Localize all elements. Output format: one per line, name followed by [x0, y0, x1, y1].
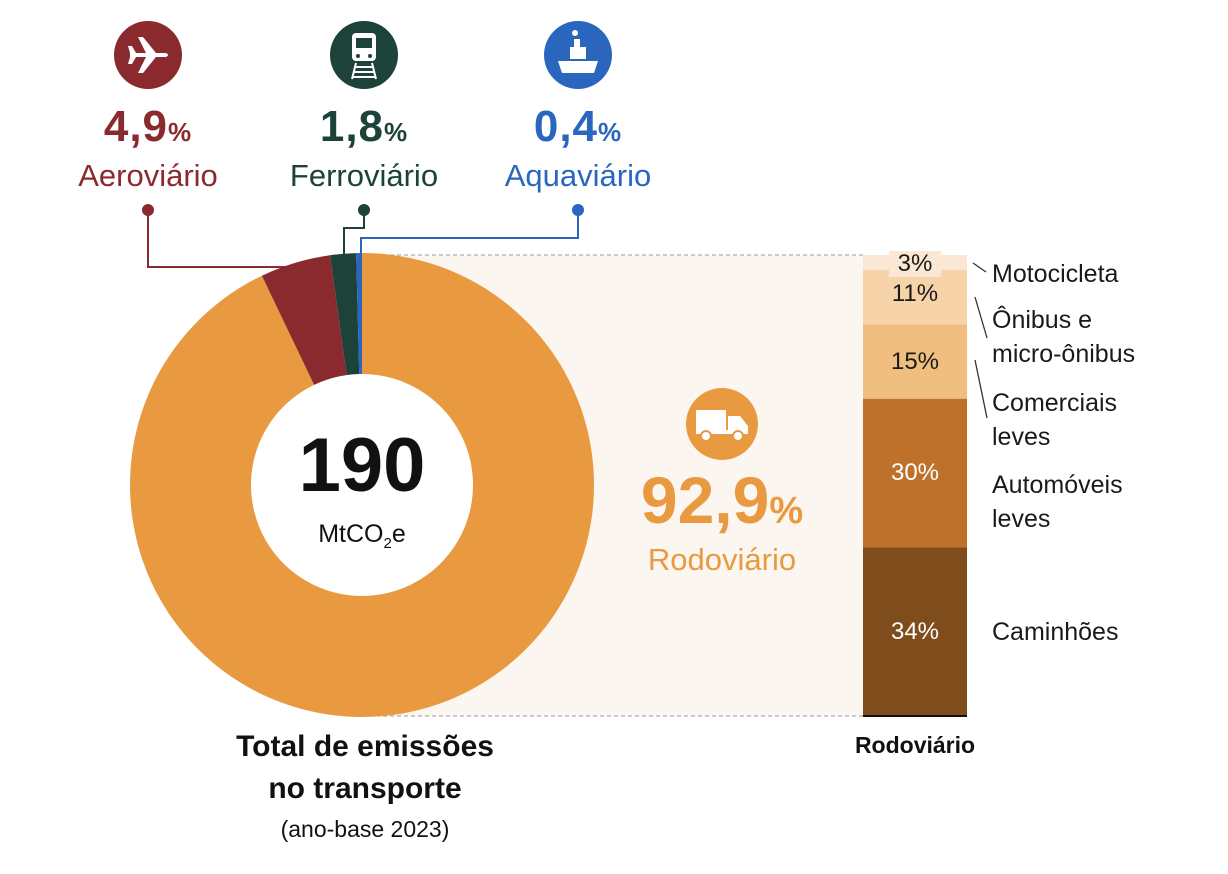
leader-comerciais	[974, 359, 988, 419]
percent-sign: %	[598, 117, 623, 147]
bar-segment-label: 11%	[891, 279, 939, 307]
connector-dot-air	[142, 204, 154, 216]
rail-label: Ferroviário	[289, 158, 439, 193]
ship-icon	[544, 21, 612, 89]
legend-automoveis: Automóveis leves	[992, 468, 1123, 536]
rail-value: 1,8	[319, 102, 385, 151]
bar-segment-label: 30%	[890, 459, 940, 487]
legend-comerciais: Comerciais leves	[992, 386, 1117, 454]
air-value: 4,9	[103, 102, 169, 151]
center-unit: MtCO2e	[262, 520, 462, 552]
legend-line: leves	[992, 505, 1051, 533]
road-label: Rodoviário	[647, 542, 797, 577]
truck-icon	[686, 388, 758, 460]
unit-text: MtCO	[318, 520, 384, 548]
bar-segment	[863, 547, 967, 716]
air-label: Aeroviário	[78, 158, 218, 193]
air-percent: 4,9%	[98, 102, 198, 152]
water-value: 0,4	[533, 102, 599, 151]
legend-line: Ônibus e	[992, 306, 1093, 334]
legend-motocicleta: Motocicleta	[992, 260, 1119, 288]
donut-hole	[251, 374, 473, 596]
bar-segment	[863, 398, 967, 548]
water-percent: 0,4%	[528, 102, 628, 152]
connector-water	[360, 210, 579, 370]
road-percent: 92,9%	[622, 462, 822, 538]
percent-sign: %	[168, 117, 193, 147]
connector-air	[147, 210, 290, 268]
legend-onibus: Ônibus e micro-ônibus	[992, 303, 1135, 371]
leader-motocicleta	[972, 262, 987, 273]
bar-segment	[863, 269, 967, 325]
bar-segment-label: 15%	[890, 347, 940, 375]
bar-segment-label: 3%	[889, 251, 941, 277]
road-value: 92,9	[640, 463, 770, 537]
connector-rail	[343, 210, 365, 258]
connector-dot-rail	[358, 204, 370, 216]
percent-sign: %	[384, 117, 409, 147]
legend-line: Comerciais	[992, 389, 1118, 417]
legend-caminhoes: Caminhões	[992, 618, 1119, 646]
unit-subscript: 2	[383, 535, 392, 552]
stacked-bar	[863, 255, 967, 716]
percent-sign: %	[769, 490, 804, 532]
chart-title-line1: Total de emissões	[236, 730, 494, 763]
center-total-value: 190	[298, 423, 426, 508]
chart-subtitle: (ano-base 2023)	[280, 816, 450, 842]
train-icon	[330, 21, 398, 89]
bar-segment	[863, 324, 967, 399]
airplane-icon	[114, 21, 182, 89]
water-label: Aquaviário	[504, 158, 652, 193]
legend-line: micro-ônibus	[992, 340, 1136, 368]
unit-suffix: e	[391, 520, 406, 548]
rail-percent: 1,8%	[314, 102, 414, 152]
bar-segment-label: 34%	[890, 617, 940, 645]
chart-title-line2: no transporte	[268, 772, 462, 805]
connector-dot-water	[572, 204, 584, 216]
leader-onibus	[974, 296, 988, 339]
bar-title: Rodoviário	[854, 732, 976, 758]
legend-line: leves	[992, 423, 1051, 451]
legend-line: Automóveis	[992, 471, 1123, 499]
